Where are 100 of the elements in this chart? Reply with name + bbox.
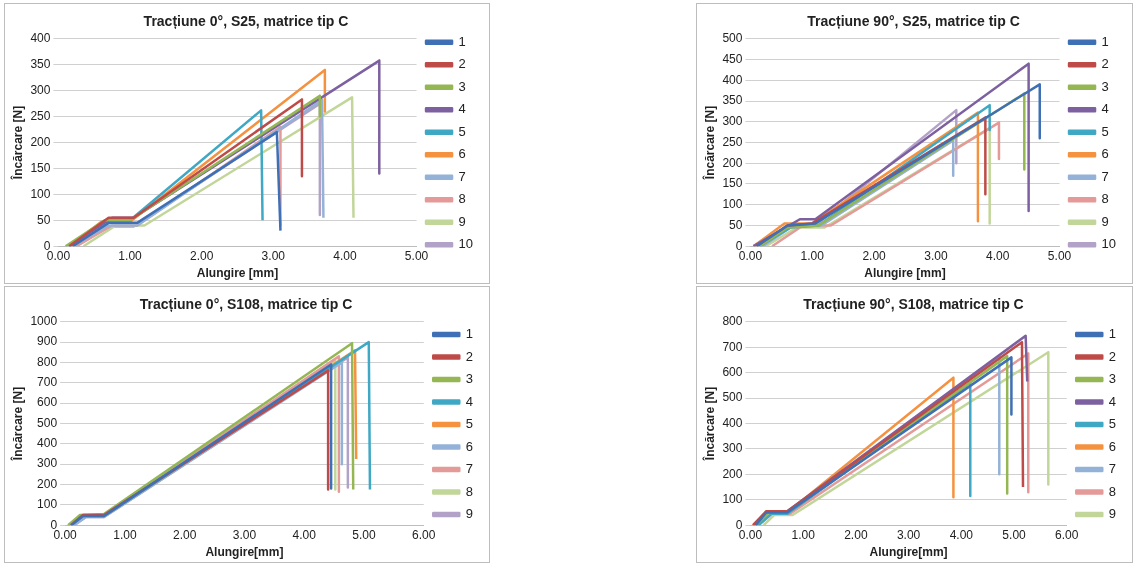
legend-label: 2 [1101,56,1109,72]
legend-label: 6 [1108,438,1116,454]
y-tick-label: 400 [722,72,743,87]
y-tick-label: 800 [722,314,743,329]
y-tick-label: 900 [37,334,58,349]
y-tick-label: 450 [722,51,743,66]
y-tick-label: 600 [37,395,58,410]
legend-label: 9 [1108,506,1116,522]
legend-label: 7 [458,168,466,184]
y-tick-label: 800 [37,354,58,369]
legend-label: 4 [1108,393,1116,409]
y-tick-label: 500 [722,31,743,46]
x-tick-label: 3.00 [232,527,257,542]
chart-title: Tracțiune 0°, S25, matrice tip C [143,13,349,30]
y-tick-label: 700 [722,339,743,354]
x-tick-label: 6.00 [412,527,436,542]
x-tick-label: 4.00 [986,248,1010,263]
legend-label: 6 [1101,146,1109,162]
x-tick-label: 5.00 [352,527,376,542]
x-tick-label: 5.00 [1047,248,1072,263]
y-tick-label: 400 [37,436,58,451]
legend-label: 4 [1101,101,1109,117]
y-tick-label: 150 [722,176,743,191]
y-tick-label: 100 [37,497,58,512]
x-tick-label: 4.00 [292,527,317,542]
legend-label: 4 [458,101,466,117]
y-tick-label: 400 [722,415,743,430]
x-tick-label: 3.00 [261,248,286,263]
legend-label: 1 [458,33,466,49]
legend-label: 10 [1101,236,1117,252]
y-tick-label: 250 [30,108,51,123]
legend-label: 7 [1108,461,1116,477]
y-tick-label: 50 [729,217,743,232]
x-tick-label: 1.00 [118,248,143,263]
y-tick-label: 50 [37,212,51,227]
y-tick-label: 100 [722,197,743,212]
legend-label: 9 [465,506,473,522]
x-tick-label: 2.00 [172,527,197,542]
y-tick-label: 200 [37,476,58,491]
legend-label: 8 [1101,191,1109,207]
y-tick-label: 250 [722,134,743,149]
legend-label: 3 [458,78,466,94]
y-tick-label: 350 [722,93,743,108]
legend-label: 5 [465,416,473,432]
y-tick-label: 200 [30,134,51,149]
x-tick-label: 5.00 [1002,527,1027,542]
legend-label: 2 [1108,348,1116,364]
y-tick-label: 500 [37,415,58,430]
x-tick-label: 4.00 [333,248,357,263]
x-tick-label: 1.00 [113,527,137,542]
legend-label: 9 [458,213,466,229]
x-tick-label: 2.00 [844,527,868,542]
y-tick-label: 300 [722,114,743,129]
x-tick-label: 3.00 [896,527,921,542]
x-axis-title: Alungire [mm] [864,266,946,281]
legend-label: 3 [1101,78,1109,94]
legend-label: 8 [458,191,466,207]
legend-label: 2 [458,56,466,72]
chart-title: Tracțiune 90°, S108, matrice tip C [803,296,1024,313]
y-tick-label: 350 [30,57,51,72]
legend-label: 1 [1101,33,1109,49]
chart-title: Tracțiune 0°, S108, matrice tip C [139,296,353,313]
legend-label: 1 [1108,326,1116,342]
y-axis-title: Încărcare [N] [701,105,717,181]
y-tick-label: 200 [722,466,743,481]
y-tick-label: 500 [722,390,743,405]
y-tick-label: 100 [722,492,743,507]
legend-label: 5 [1108,416,1116,432]
x-tick-label: 2.00 [189,248,214,263]
x-tick-label: 5.00 [404,248,429,263]
x-axis-title: Alungire [mm] [196,266,279,281]
y-tick-label: 1000 [30,314,58,329]
x-tick-label: 1.00 [800,248,825,263]
legend-label: 8 [465,483,473,499]
legend-label: 1 [465,326,473,342]
x-tick-label: 2.00 [862,248,887,263]
x-axis-title: Alungire[mm] [869,545,948,560]
legend-label: 7 [465,461,473,477]
legend-label: 6 [465,438,473,454]
legend-label: 5 [458,123,466,139]
y-tick-label: 100 [30,186,51,201]
y-tick-label: 700 [37,375,58,390]
y-axis-title: Încărcare [N] [701,386,717,462]
legend-label: 7 [1101,168,1109,184]
legend-label: 10 [458,236,474,252]
legend-label: 2 [465,348,473,364]
y-tick-label: 400 [30,31,51,46]
legend-label: 3 [1108,371,1116,387]
y-tick-label: 600 [722,364,743,379]
legend-label: 6 [458,146,466,162]
chart-title: Tracțiune 90°, S25, matrice tip C [807,13,1020,30]
y-tick-label: 200 [722,155,743,170]
x-tick-label: 3.00 [924,248,948,263]
legend-label: 3 [465,371,473,387]
y-axis-title: Încărcare [N] [9,386,25,462]
legend-label: 4 [465,393,473,409]
y-tick-label: 300 [37,456,58,471]
x-tick-label: 1.00 [791,527,816,542]
y-tick-label: 300 [30,82,51,97]
x-tick-label: 6.00 [1055,527,1079,542]
